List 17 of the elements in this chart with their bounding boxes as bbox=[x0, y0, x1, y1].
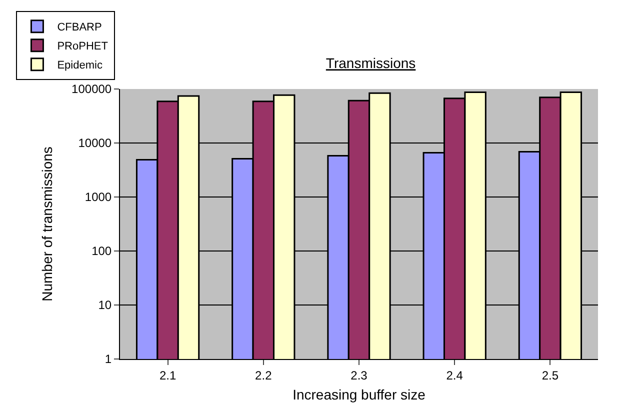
legend-label: Epidemic bbox=[57, 60, 103, 72]
chart-title: Transmissions bbox=[326, 55, 416, 72]
y-tick-label: 100000 bbox=[72, 82, 112, 96]
y-tick-label: 10000 bbox=[78, 136, 112, 150]
x-tick-label: 2.3 bbox=[350, 368, 368, 382]
x-tick-label: 2.5 bbox=[542, 368, 559, 382]
x-axis-title: Increasing buffer size bbox=[292, 386, 426, 403]
y-tick-label: 10 bbox=[98, 298, 112, 312]
legend-label: PRoPHET bbox=[57, 40, 108, 53]
legend-label: CFBARP bbox=[57, 22, 102, 34]
y-tick-label: 1000 bbox=[84, 190, 112, 204]
y-axis-title: Number of transmissions bbox=[39, 146, 56, 302]
y-tick-label: 100 bbox=[92, 244, 112, 258]
x-tick-label: 2.1 bbox=[159, 368, 176, 382]
x-tick-label: 2.2 bbox=[255, 368, 272, 382]
x-tick-label: 2.4 bbox=[446, 368, 464, 382]
y-tick-label: 1 bbox=[104, 352, 112, 366]
